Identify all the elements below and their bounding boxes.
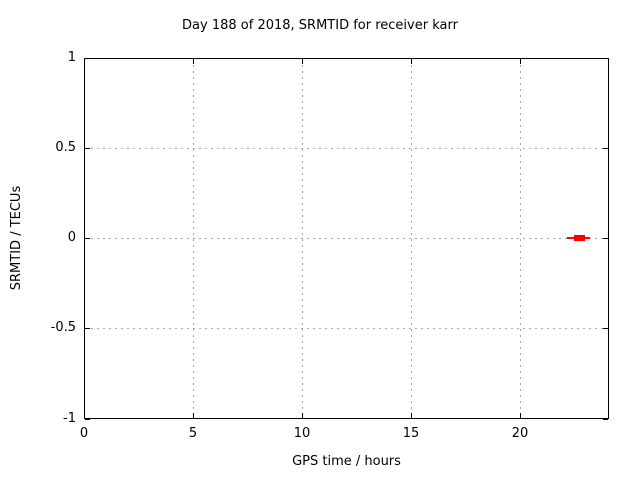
axis-tick-top (193, 59, 194, 64)
axis-tick-left (85, 419, 90, 420)
axis-tick-top (411, 59, 412, 64)
grid-line-horizontal (85, 238, 607, 239)
y-tick-label: 0.5 (55, 140, 76, 155)
x-tick-label: 5 (188, 426, 198, 441)
axis-tick-top (520, 59, 521, 64)
y-tick-label: 1 (67, 50, 76, 65)
axis-tick-top (302, 59, 303, 64)
chart-title: Day 188 of 2018, SRMTID for receiver kar… (182, 18, 458, 33)
x-axis-title: GPS time / hours (292, 454, 401, 469)
axis-tick-right (603, 58, 608, 59)
axis-tick-right (603, 419, 608, 420)
axis-tick-left (85, 328, 90, 329)
axis-tick-right (603, 148, 608, 149)
axis-tick-bottom (411, 413, 412, 418)
grid-line-horizontal (85, 328, 607, 329)
x-tick-label: 20 (511, 426, 529, 441)
axis-tick-top (84, 59, 85, 64)
axis-tick-left (85, 58, 90, 59)
y-tick-label: 0 (67, 230, 76, 245)
axis-tick-bottom (302, 413, 303, 418)
data-point-cluster-core (574, 235, 585, 241)
axis-tick-bottom (84, 413, 85, 418)
axis-tick-bottom (193, 413, 194, 418)
axis-tick-right (603, 328, 608, 329)
axis-tick-left (85, 238, 90, 239)
grid-line-horizontal (85, 148, 607, 149)
x-tick-label: 15 (402, 426, 420, 441)
y-tick-label: -0.5 (50, 320, 76, 335)
x-tick-label: 0 (79, 426, 89, 441)
axis-tick-bottom (520, 413, 521, 418)
axis-tick-right (603, 238, 608, 239)
axis-tick-left (85, 148, 90, 149)
y-tick-label: -1 (63, 411, 76, 426)
x-tick-label: 10 (293, 426, 311, 441)
